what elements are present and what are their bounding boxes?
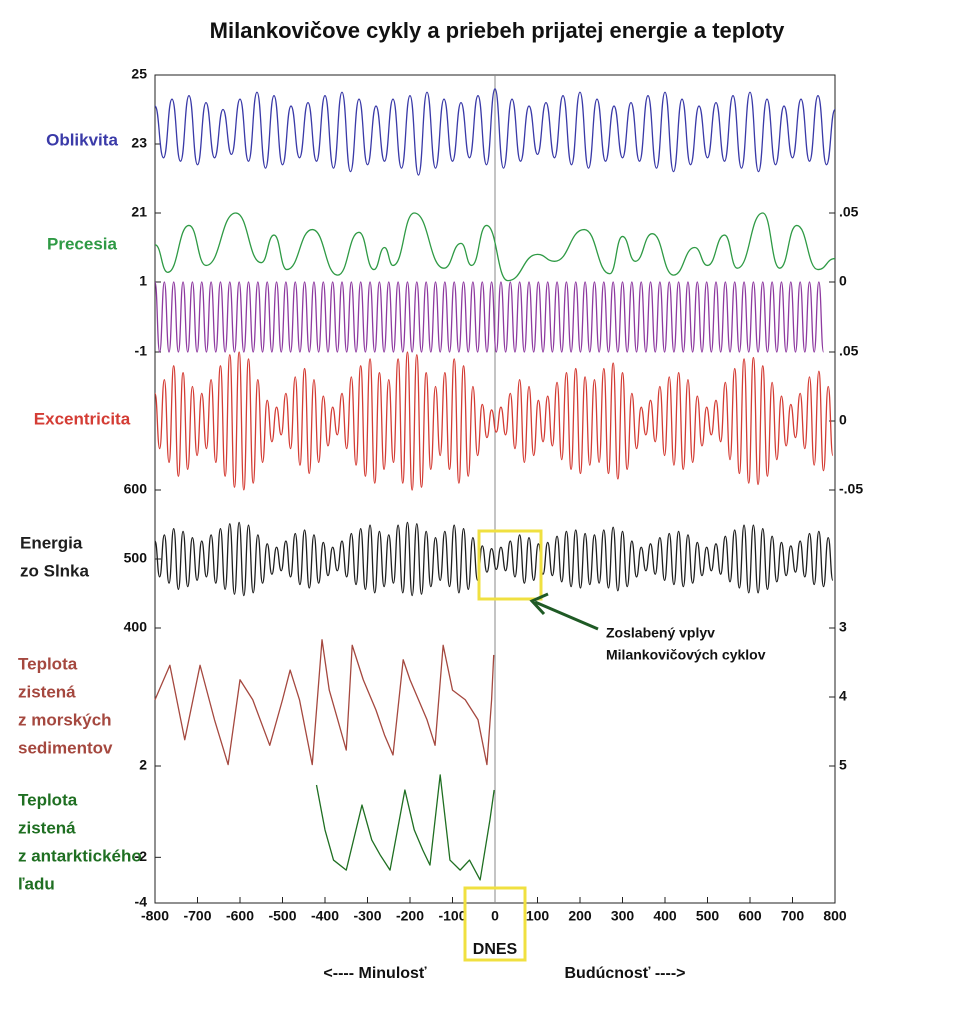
y-tick-label: 3 xyxy=(839,619,847,635)
past-label: <---- Minulosť xyxy=(323,965,427,982)
x-tick-label: -300 xyxy=(353,908,381,924)
today-box xyxy=(463,886,527,962)
x-tick-label: 500 xyxy=(696,908,720,924)
y-tick-label: 400 xyxy=(124,619,148,635)
y-tick-label: -4 xyxy=(135,894,148,910)
y-tick-label: 500 xyxy=(124,550,148,566)
series-label: Precesia xyxy=(47,234,117,253)
y-tick-label: 0 xyxy=(839,273,847,289)
y-tick-label: 2 xyxy=(139,757,147,773)
arrow-head xyxy=(529,592,549,616)
y-tick-label: -1 xyxy=(135,343,148,359)
x-tick-label: -200 xyxy=(396,908,424,924)
series-label: Energia xyxy=(20,533,83,552)
x-tick-label: 600 xyxy=(738,908,762,924)
series-line xyxy=(154,521,834,597)
highlight-box xyxy=(477,529,543,601)
series-label: zo Slnka xyxy=(20,561,90,580)
x-tick-label: 100 xyxy=(526,908,550,924)
series-label: ľadu xyxy=(18,874,55,893)
x-tick-label: -700 xyxy=(183,908,211,924)
series-line xyxy=(154,281,825,353)
plot-area: -800 -700 -600 -500 -400 -300 -200 -100 0 100 200 3… xyxy=(18,66,863,924)
y-tick-label: .05 xyxy=(839,204,859,220)
y-tick-label: -2 xyxy=(135,848,148,864)
annotation: Milankovičových cyklov xyxy=(606,647,766,663)
future-label: Budúcnosť ----> xyxy=(565,965,686,982)
x-tick-label: 400 xyxy=(653,908,677,924)
y-tick-label: 600 xyxy=(124,481,148,497)
y-tick-label: 1 xyxy=(139,273,147,289)
y-tick-label: .05 xyxy=(839,343,859,359)
x-tick-label: 200 xyxy=(568,908,592,924)
series-label: Teplota xyxy=(18,790,78,809)
series-label: z morských xyxy=(18,710,112,729)
y-tick-label: 23 xyxy=(131,135,147,151)
series-label: Excentricita xyxy=(34,409,131,428)
x-tick-label: 0 xyxy=(491,908,499,924)
series-label: Teplota xyxy=(18,654,78,673)
series-label: zistená xyxy=(18,818,76,837)
series-label: zistená xyxy=(18,682,76,701)
series-line xyxy=(154,351,834,491)
today-label: DNES xyxy=(473,941,518,958)
series-line xyxy=(154,88,836,176)
x-tick-label: -100 xyxy=(438,908,466,924)
annotation-arrow xyxy=(534,600,599,631)
x-tick-label: 300 xyxy=(611,908,635,924)
y-tick-label: 5 xyxy=(839,757,847,773)
series-line xyxy=(315,774,495,881)
x-tick-label: 700 xyxy=(781,908,805,924)
x-tick-label: -400 xyxy=(311,908,339,924)
x-tick-label: -800 xyxy=(141,908,169,924)
series-label: sedimentov xyxy=(18,738,113,757)
x-tick-label: -600 xyxy=(226,908,254,924)
y-tick-label: 21 xyxy=(131,204,147,220)
series-label: z antarktického xyxy=(18,846,142,865)
annotation: Zoslabený vplyv xyxy=(606,625,715,641)
y-tick-label: -.05 xyxy=(839,481,863,497)
y-tick-label: 0 xyxy=(839,412,847,428)
series-label: Oblikvita xyxy=(46,130,118,149)
series-line xyxy=(154,639,495,766)
series-line xyxy=(154,212,836,282)
y-tick-label: 4 xyxy=(839,688,847,704)
chart-title: Milankovičove cykly a priebeh prijatej e… xyxy=(210,18,785,43)
x-tick-label: 800 xyxy=(823,908,847,924)
y-tick-label: 25 xyxy=(131,66,147,82)
x-tick-label: -500 xyxy=(268,908,296,924)
